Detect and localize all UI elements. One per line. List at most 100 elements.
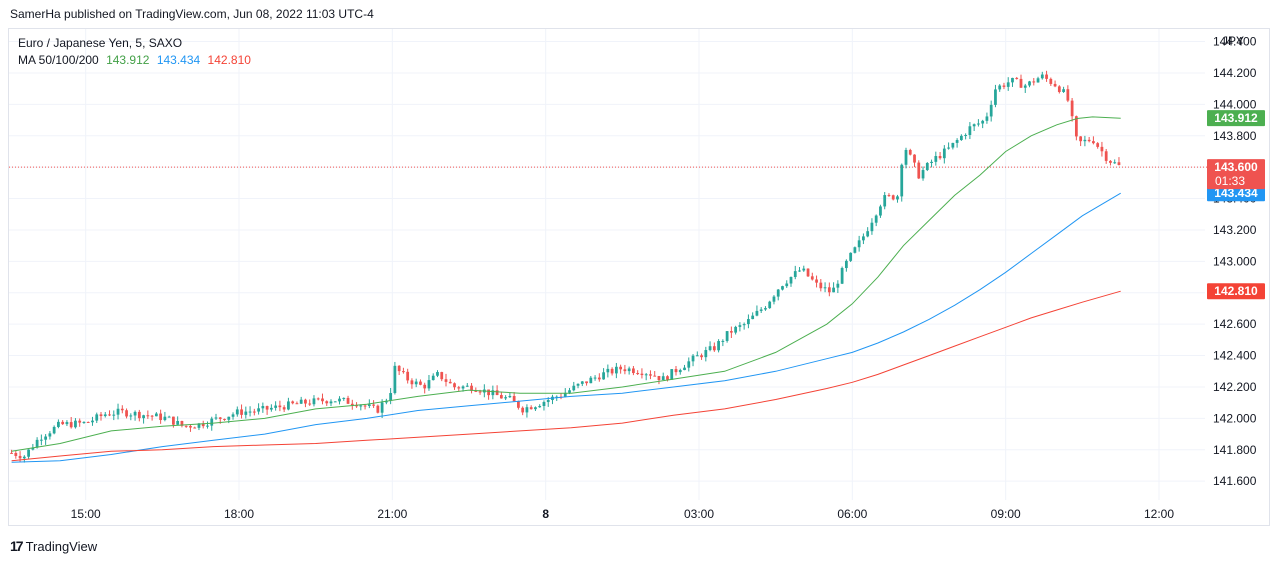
candle-body [316, 398, 320, 400]
candle-body [610, 368, 614, 374]
candle-body [938, 156, 942, 159]
candle-body [529, 407, 533, 410]
candle-body [844, 260, 848, 269]
candle-body [614, 366, 618, 374]
candle-body [57, 421, 60, 427]
candle-body [534, 407, 537, 410]
candle-body [304, 399, 307, 404]
candle-body [367, 404, 371, 406]
y-tick-label: 144.200 [1213, 66, 1257, 80]
candle-body [640, 373, 644, 376]
candle-body [150, 415, 154, 417]
candle-body [857, 240, 861, 248]
candle-body [546, 400, 550, 403]
candle-body [636, 373, 640, 375]
candle-body [785, 283, 789, 287]
candle-body [223, 418, 226, 420]
candle-body [597, 377, 601, 380]
candle-body [1117, 162, 1121, 165]
candle-body [31, 447, 35, 450]
candle-body [363, 405, 367, 407]
candle-body [538, 405, 542, 408]
candle-body [342, 397, 346, 399]
candle-body [683, 367, 686, 371]
candle-body [678, 370, 682, 373]
candle-body [1100, 146, 1104, 152]
candle-body [576, 383, 580, 386]
candle-body [1053, 83, 1057, 87]
candle-body [627, 368, 631, 372]
candle-body [891, 195, 895, 200]
candle-body [879, 206, 882, 216]
candle-body [802, 268, 806, 271]
candle-body [108, 414, 111, 416]
candle-body [742, 324, 746, 326]
last-price-badge [1207, 159, 1265, 190]
candle-body [397, 365, 401, 372]
candle-body [632, 368, 635, 374]
candle-body [197, 423, 201, 428]
candle-body [355, 405, 358, 407]
candle-body [52, 426, 56, 434]
candle-body [670, 369, 674, 380]
candle-body [764, 308, 767, 310]
y-tick-label: 142.600 [1213, 317, 1257, 331]
candle-body [934, 156, 938, 162]
price-axis: 141.600 141.800 142.000 142.200 142.400 142.6… [1213, 35, 1257, 489]
candle-body [44, 436, 48, 440]
candle-body [1113, 162, 1117, 164]
candle-body [65, 422, 69, 425]
candle-body [823, 287, 827, 289]
candle-body [287, 401, 290, 410]
currency-label: JPY [1221, 34, 1244, 48]
candle-body [704, 350, 708, 358]
chart-legend: Euro / Japanese Yen, 5, SAXO MA 50/100/2… [18, 35, 251, 69]
candle-body [555, 396, 559, 398]
candle-body [798, 270, 801, 272]
ma-legend[interactable]: MA 50/100/200 143.912 143.434 142.810 [18, 52, 251, 69]
candle-body [465, 385, 469, 387]
candle-body [1092, 141, 1095, 144]
candle-body [159, 413, 163, 421]
x-tick-label: 06:00 [837, 507, 867, 521]
price-label-143.912: 143.912 [1214, 111, 1258, 125]
symbol-title[interactable]: Euro / Japanese Yen, 5, SAXO [18, 36, 183, 50]
candle-body [189, 425, 192, 428]
candle-body [994, 89, 997, 105]
candle-body [1045, 74, 1048, 79]
candle-body [921, 170, 925, 179]
candle-body [86, 421, 90, 423]
candle-body [410, 380, 414, 385]
candle-body [789, 276, 793, 284]
candle-body [453, 383, 456, 388]
publisher-line: SamerHa published on TradingView.com, Ju… [10, 7, 374, 21]
y-tick-label: 143.000 [1213, 254, 1257, 268]
footer-brand[interactable]: 17 TradingView [10, 538, 97, 554]
candle-body [321, 398, 324, 402]
candle-body [299, 399, 303, 404]
y-tick-label: 144.000 [1213, 97, 1257, 111]
x-tick-label: 09:00 [991, 507, 1021, 521]
candle-body [248, 411, 252, 413]
candle-body [691, 355, 695, 362]
candle-body [329, 401, 333, 404]
candle-body [419, 381, 422, 385]
candle-body [470, 385, 473, 391]
candle-body [1015, 77, 1019, 79]
candle-body [495, 390, 499, 396]
candle-body [998, 85, 1002, 90]
candle-body [700, 355, 703, 358]
candle-body [981, 120, 985, 124]
candle-body [870, 222, 874, 232]
candle-body [402, 371, 405, 373]
candle-body [1040, 74, 1044, 79]
y-tick-label: 142.400 [1213, 349, 1257, 363]
candle-body [874, 215, 878, 223]
last-price-value: 143.600 [1214, 160, 1258, 174]
candle-body [568, 390, 571, 393]
candle-body [964, 134, 968, 136]
candle-body [947, 147, 950, 149]
candle-body [977, 123, 980, 125]
